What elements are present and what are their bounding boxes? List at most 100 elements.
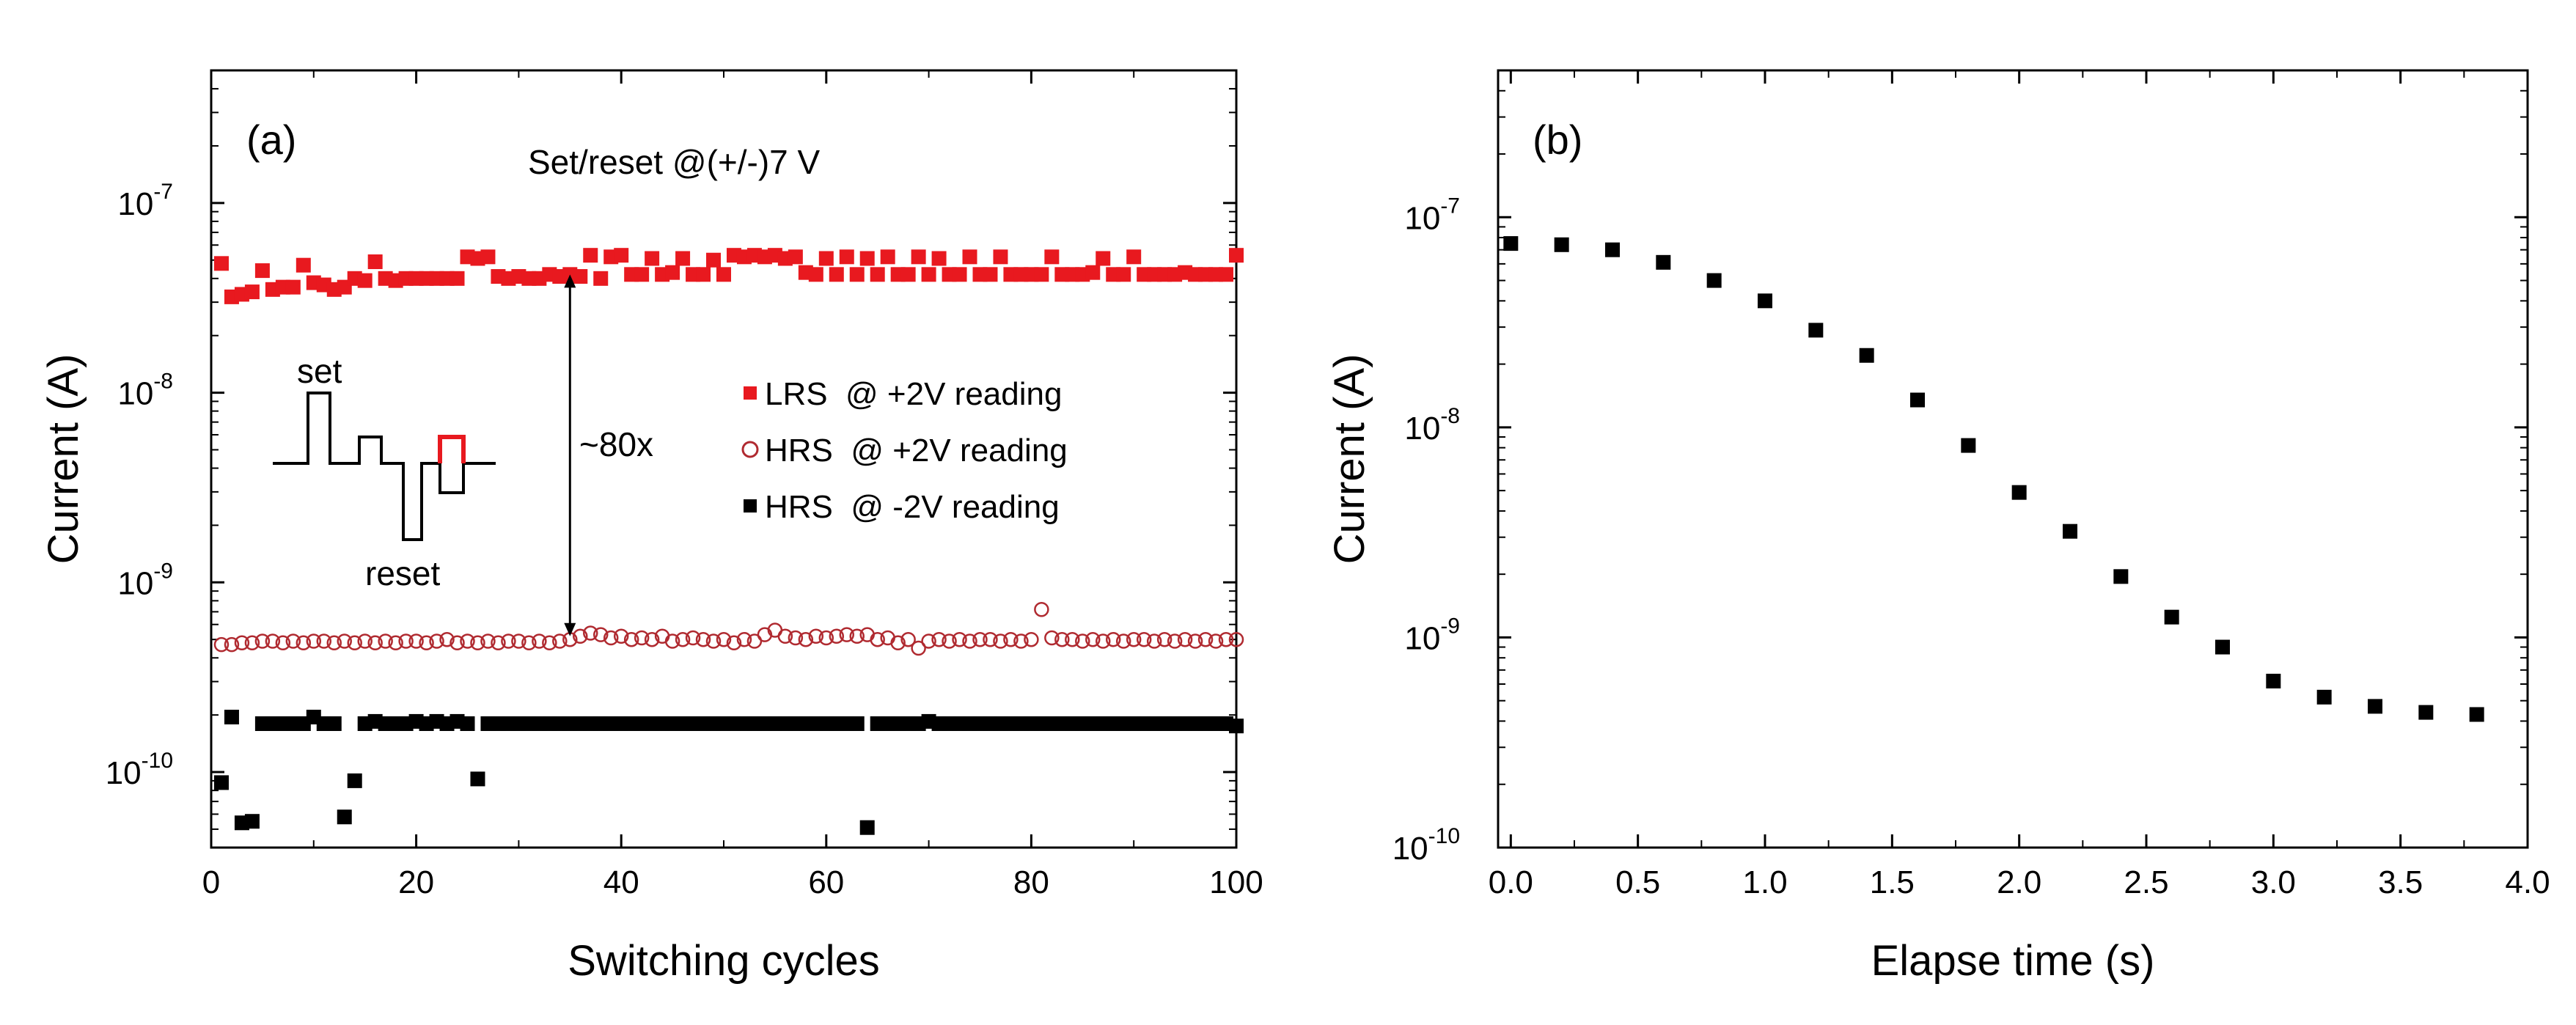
data-point <box>808 267 823 282</box>
data-point <box>716 267 731 282</box>
data-point <box>265 633 281 649</box>
data-point <box>614 248 629 263</box>
data-point <box>613 628 629 644</box>
x-tick-label: 2.5 <box>2124 864 2168 900</box>
data-point <box>634 267 650 282</box>
data-point <box>1167 633 1183 649</box>
x-tick-label: 2.0 <box>1997 864 2041 900</box>
plot-frame-a <box>210 69 1238 849</box>
data-point <box>818 251 834 266</box>
data-point <box>880 249 895 265</box>
y-tick-base: 10 <box>117 186 153 222</box>
y-tick-base: 10 <box>1404 200 1440 236</box>
data-point <box>634 630 650 646</box>
data-point <box>2368 699 2382 714</box>
data-point <box>695 631 711 647</box>
data-point <box>357 633 373 649</box>
data-point <box>839 627 855 642</box>
data-point <box>1910 392 1925 408</box>
data-point <box>1034 267 1049 282</box>
y-tick-label: 10-9 <box>1404 614 1460 656</box>
legend-text-hrs-neg: HRS @ -2V reading <box>765 489 1060 525</box>
data-point <box>439 631 455 647</box>
inset-read-pulse-highlight <box>438 435 466 463</box>
data-point <box>337 809 352 825</box>
data-point <box>696 267 711 282</box>
data-point <box>316 633 332 649</box>
data-point <box>583 625 598 641</box>
data-point <box>777 628 793 644</box>
data-point <box>1177 631 1193 647</box>
inset-waveform <box>273 392 496 541</box>
data-point <box>921 267 936 282</box>
data-point <box>2113 569 2129 584</box>
data-point <box>798 631 814 647</box>
data-point <box>542 635 557 651</box>
data-point <box>1065 631 1080 647</box>
data-point <box>859 820 875 835</box>
data-point <box>573 628 588 644</box>
data-point <box>337 633 352 649</box>
data-point <box>244 814 260 829</box>
data-point <box>2469 707 2484 722</box>
data-point <box>296 635 312 651</box>
data-point <box>419 635 434 651</box>
data-point <box>726 635 742 651</box>
data-point <box>367 254 383 270</box>
inset-set-label: set <box>297 352 342 390</box>
data-point <box>224 709 239 724</box>
data-point <box>952 631 967 647</box>
y-tick-exponent: -8 <box>153 370 173 394</box>
data-point <box>829 267 844 282</box>
y-tick-base: 10 <box>1392 831 1428 867</box>
data-point <box>2266 673 2281 688</box>
data-point <box>685 630 701 646</box>
data-point <box>378 633 393 649</box>
data-point <box>408 633 424 649</box>
y-tick-label: 10-10 <box>1392 824 1460 867</box>
data-point <box>1146 633 1162 649</box>
y-axis-title-a: Current (A) <box>40 354 87 565</box>
x-tick-label: 100 <box>1209 864 1263 900</box>
data-point <box>788 249 803 265</box>
data-point <box>808 628 824 644</box>
data-point <box>1085 631 1101 647</box>
data-point <box>736 631 752 647</box>
ratio-arrow-head-bottom <box>564 622 576 636</box>
data-point <box>285 633 301 649</box>
data-point <box>213 636 230 653</box>
ratio-label: ~80x <box>579 425 653 463</box>
data-point <box>306 633 322 649</box>
y-tick-base: 10 <box>117 376 153 412</box>
data-point <box>460 716 475 731</box>
data-point <box>911 640 926 656</box>
data-point <box>583 248 598 263</box>
data-point <box>952 267 967 282</box>
x-tick-label: 0.5 <box>1615 864 1660 900</box>
data-point <box>859 251 875 266</box>
data-point <box>1859 348 1874 363</box>
data-point <box>213 775 229 790</box>
x-tick-label: 3.0 <box>2251 864 2296 900</box>
data-point <box>1656 254 1671 270</box>
data-point <box>1187 633 1203 649</box>
data-point <box>1706 273 1722 288</box>
data-point <box>839 249 854 265</box>
x-axis-title-a: Switching cycles <box>568 937 879 985</box>
data-point <box>2418 705 2434 720</box>
data-point <box>921 633 936 649</box>
y-tick-label: 10-7 <box>117 180 173 222</box>
data-point <box>296 257 311 273</box>
y-tick-base: 10 <box>106 755 142 791</box>
ratio-arrow <box>564 274 576 636</box>
data-point <box>1229 719 1244 734</box>
data-point <box>931 631 947 647</box>
data-point <box>1126 631 1142 647</box>
data-point <box>1044 630 1060 646</box>
data-point <box>593 271 609 286</box>
data-point <box>644 631 660 647</box>
points-a <box>213 248 1244 835</box>
data-point <box>491 635 506 651</box>
data-point <box>716 631 732 647</box>
